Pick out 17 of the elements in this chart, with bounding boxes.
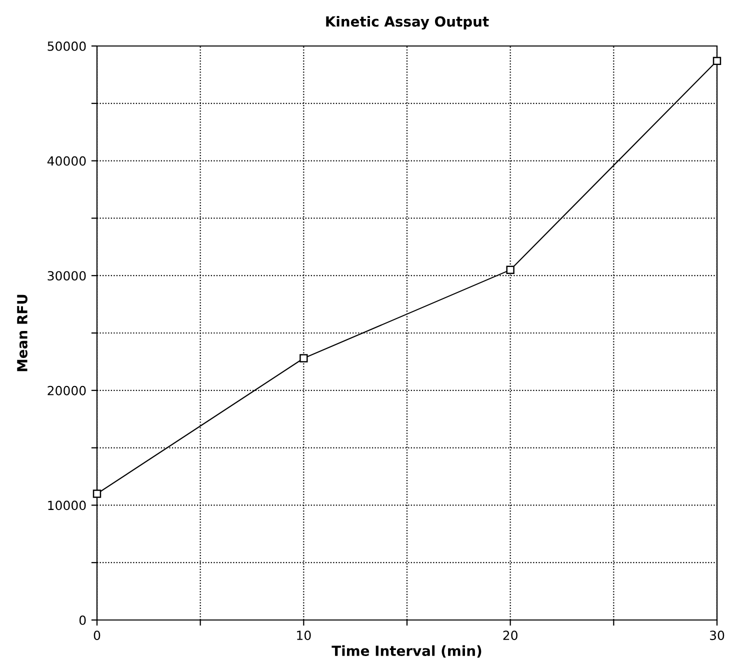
point [92, 490, 102, 498]
y-tick-label: 40000 [47, 156, 86, 166]
y-tick-label: 20000 [48, 386, 86, 396]
y-axis-title: Mean RFU [17, 294, 28, 372]
x-tick-label: 30 [710, 630, 724, 640]
y-tick-label: 50000 [48, 41, 86, 51]
x-axis-title: Time Interval (min) [332, 645, 482, 658]
point [300, 354, 308, 362]
y-tick-label: 10000 [48, 500, 86, 510]
y-tick-label: 0 [79, 615, 86, 625]
y-tick-label: 30000 [48, 271, 86, 281]
x-tick-label: 10 [297, 630, 311, 640]
x-tick-label: 20 [503, 630, 518, 640]
chart-title: Kinetic Assay Output [326, 16, 489, 30]
point [506, 266, 514, 274]
x-tick-label: 0 [94, 630, 100, 640]
point [712, 56, 722, 66]
